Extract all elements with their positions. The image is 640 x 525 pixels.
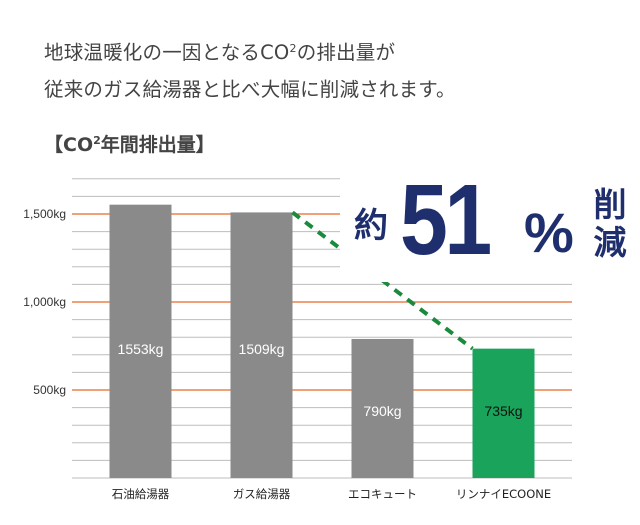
- headline-line-1-text: 地球温暖化の一因となるCO: [44, 41, 290, 64]
- callout-number: 51: [400, 164, 492, 276]
- callout-reduction-char-2: 減: [593, 223, 627, 262]
- bar-value-label: 735kg: [484, 403, 522, 419]
- y-tick-label: 1,500kg: [23, 207, 66, 221]
- bar-4: [472, 348, 535, 478]
- bar-3: [351, 338, 414, 478]
- x-category-label: リンナイECOONE: [456, 487, 551, 501]
- callout-percent: %: [524, 201, 574, 264]
- headline-co2-subscript: 2: [289, 42, 297, 55]
- chart-title-suffix: 年間排出量】: [100, 134, 215, 156]
- headline: 地球温暖化の一因となるCO2の排出量が 従来のガス給湯器と比べ大幅に削減されます…: [44, 36, 456, 107]
- x-category-label: ガス給湯器: [233, 487, 291, 501]
- headline-line-1-tail: の排出量が: [296, 41, 396, 64]
- headline-line-1: 地球温暖化の一因となるCO2の排出量が: [44, 36, 456, 73]
- x-category-label: エコキュート: [348, 487, 417, 501]
- x-category-label: 石油給湯器: [112, 487, 170, 501]
- bar-value-label: 1553kg: [118, 341, 164, 357]
- headline-line-2: 従来のガス給湯器と比べ大幅に削減されます。: [44, 78, 456, 101]
- reduction-callout: 約 51 % 削 減: [340, 164, 630, 282]
- y-tick-label: 500kg: [33, 383, 66, 397]
- callout-reduction-char-1: 削: [593, 185, 627, 224]
- chart-title-prefix: 【CO: [44, 134, 94, 156]
- bar-value-label: 1509kg: [239, 341, 285, 357]
- bar-value-label: 790kg: [363, 403, 401, 419]
- callout-approx: 約: [354, 206, 388, 246]
- callout-reduction-label: 削 減: [590, 186, 630, 262]
- bar-1: [109, 204, 172, 478]
- y-tick-label: 1,000kg: [23, 295, 66, 309]
- bar-2: [230, 212, 293, 478]
- chart-title: 【CO2年間排出量】: [44, 130, 215, 157]
- chart-title-subscript: 2: [93, 134, 101, 147]
